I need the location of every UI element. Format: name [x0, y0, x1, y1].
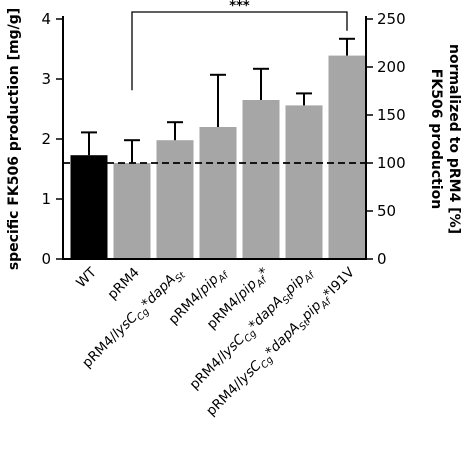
error-bar-7: [339, 37, 355, 56]
y-tick-label: 2: [41, 130, 51, 148]
significance-label: ***: [229, 0, 250, 14]
bar-7: [328, 55, 366, 259]
label-part: pRM4: [105, 265, 143, 303]
y-axis-title: specific FK506 production [mg/g]: [6, 8, 22, 270]
bar-6: [285, 105, 323, 260]
y2-tick-label: 100: [377, 154, 406, 172]
x-tick-label-1: WT: [73, 264, 100, 291]
y-tick-label: 3: [41, 70, 51, 88]
bar-4: [199, 127, 237, 259]
error-bar-1: [81, 131, 97, 156]
y2-tick-label: 200: [377, 58, 406, 76]
error-bar-6: [296, 92, 312, 106]
error-bar-5: [253, 67, 269, 100]
y-tick-label: 1: [41, 190, 51, 208]
y2-axis-title-line-2: normalized to pRM4 [%]: [446, 44, 462, 234]
bar-1: [70, 155, 108, 259]
y2-tick-label: 150: [377, 106, 406, 124]
y2-tick-label: 250: [377, 10, 406, 28]
y2-axis-title-line-1: FK506 production: [428, 69, 444, 209]
label-part: WT: [73, 264, 100, 291]
y2-tick-label: 0: [377, 250, 387, 268]
error-bar-3: [167, 121, 183, 141]
error-bar-2: [124, 139, 140, 163]
y2-tick-label: 50: [377, 202, 396, 220]
x-tick-label-2: pRM4: [105, 265, 143, 303]
error-bar-4: [210, 73, 226, 127]
label-part: *I91V: [320, 264, 358, 302]
y-tick-label: 4: [41, 10, 51, 28]
significance-bracket: [131, 11, 348, 91]
bar-5: [242, 100, 280, 259]
y-tick-label: 0: [41, 250, 51, 268]
bar-3: [156, 140, 194, 259]
bar-2: [113, 163, 151, 259]
